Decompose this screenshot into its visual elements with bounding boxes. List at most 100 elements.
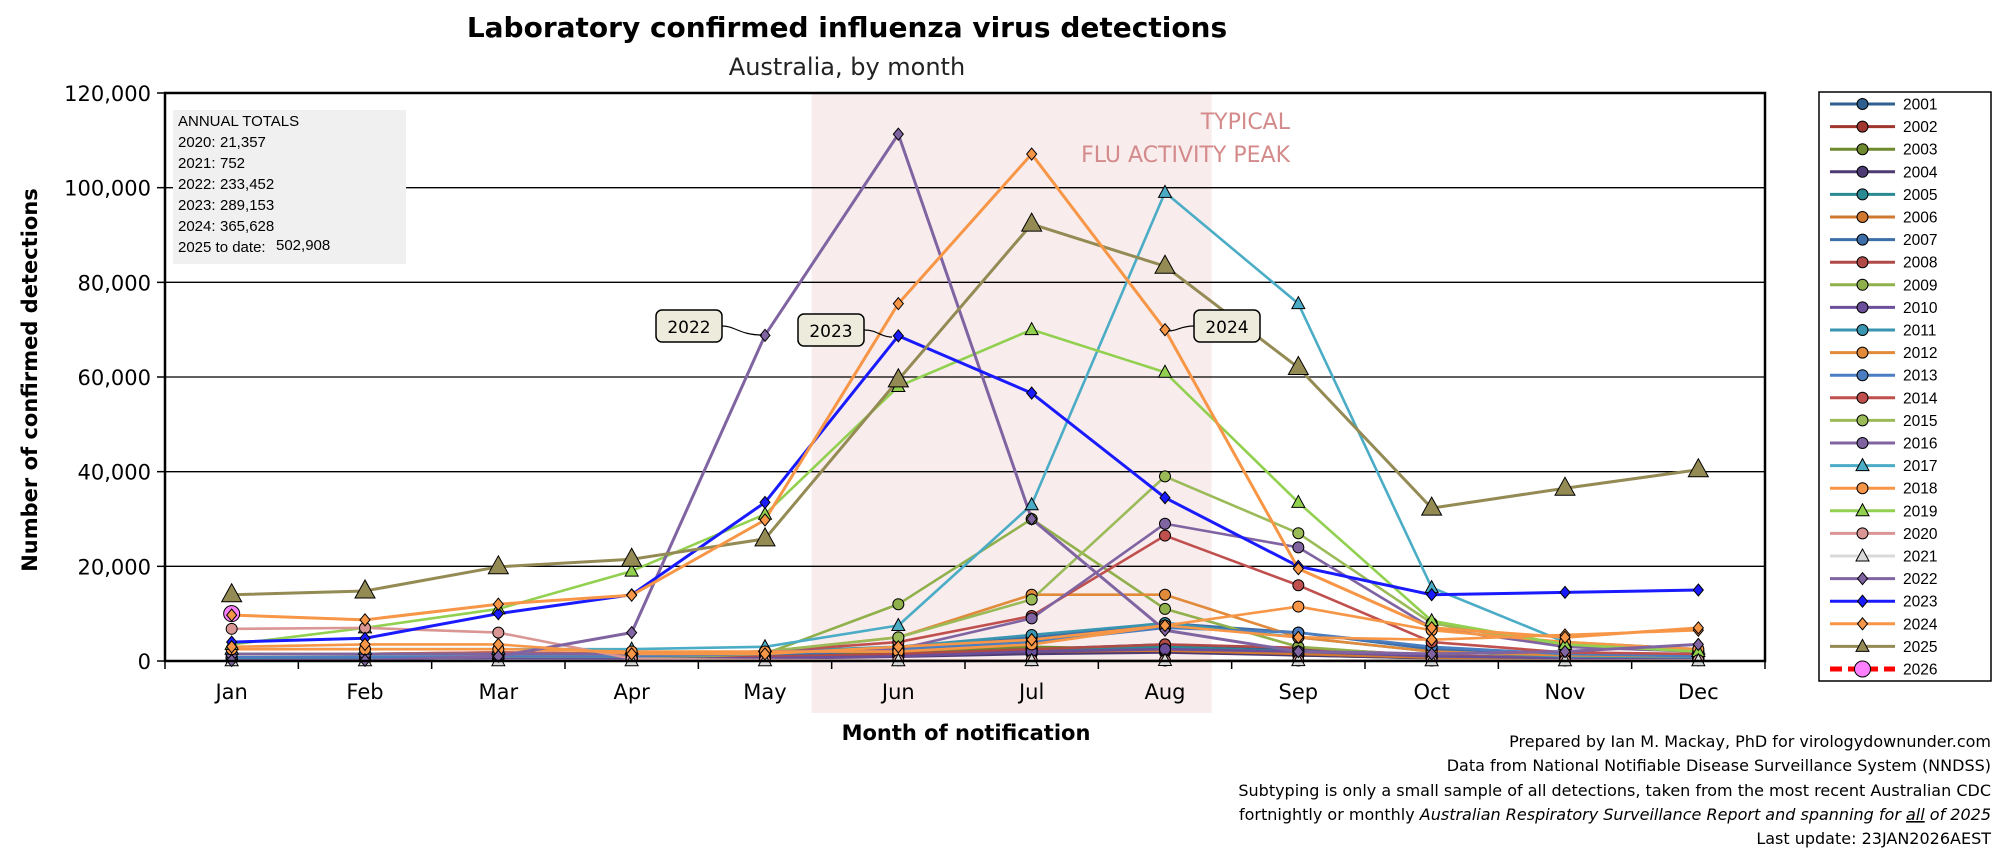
- data-point-2022: [626, 625, 638, 640]
- footer-subtyping-note: Subtyping is only a small sample of all …: [1238, 781, 1991, 800]
- x-axis-ticks: Jan Feb Mar Apr May Jun Jul Aug Sep Oct Nov Dec: [164, 661, 1766, 704]
- data-point-2023: [1559, 585, 1571, 600]
- legend-marker-2018: [1856, 482, 1869, 495]
- callout-2023-leader: [863, 329, 893, 338]
- gridlines: [165, 187, 1765, 567]
- legend-label-2023: 2023: [1903, 594, 1937, 611]
- totals-value-2025: 502,908: [276, 237, 330, 254]
- x-tick-label: Mar: [479, 680, 519, 704]
- x-tick-label: Apr: [613, 680, 650, 704]
- series-line-2019: [231, 328, 1699, 653]
- legend-marker-2010: [1856, 301, 1869, 314]
- legend-label-2017: 2017: [1903, 458, 1937, 475]
- data-point-2019: [624, 563, 640, 577]
- legend-marker-2001: [1856, 98, 1869, 110]
- callout-2024-leader: [1167, 325, 1195, 332]
- data-point-2024: [492, 637, 504, 652]
- data-point-2017: [890, 617, 906, 631]
- y-tick-label: 80,000: [78, 271, 151, 295]
- data-point-2019: [1024, 321, 1040, 336]
- x-tick-label: Oct: [1414, 680, 1450, 704]
- legend-label-2006: 2006: [1903, 210, 1937, 227]
- legend-label-2014: 2014: [1903, 390, 1938, 407]
- legend-marker-2002: [1856, 120, 1869, 133]
- data-point-2024-peak-season: [1426, 621, 1438, 635]
- data-point-2017: [1157, 184, 1173, 198]
- data-point-2024: [892, 640, 904, 654]
- data-point-2020: [492, 626, 505, 639]
- callout-2024: 2024: [1167, 309, 1261, 343]
- plot-frame: [163, 91, 1767, 663]
- data-point-2022: [1292, 644, 1304, 659]
- y-tick-label: 40,000: [78, 461, 151, 485]
- data-point-2024-peak-season: [1292, 561, 1304, 576]
- x-tick-label: Aug: [1144, 680, 1185, 704]
- legend-label-2011: 2011: [1903, 323, 1936, 340]
- totals-label-2020: 2020:: [178, 134, 216, 151]
- legend-marker-2014: [1856, 391, 1869, 404]
- data-point-2015: [1159, 470, 1171, 483]
- series-line-2010: [231, 647, 1699, 661]
- callout-2022-leader: [721, 325, 763, 336]
- annual-totals-background: [173, 110, 406, 264]
- legend-label-2010: 2010: [1903, 300, 1938, 317]
- legend-marker-2023: [1856, 594, 1869, 608]
- data-point-2012: [1159, 588, 1171, 601]
- data-point-2024-peak-season: [1026, 147, 1038, 161]
- legend-marker-2016: [1856, 437, 1869, 449]
- legend-label-2018: 2018: [1903, 481, 1937, 498]
- data-point-2015: [1292, 527, 1305, 540]
- data-point-2025: [1287, 355, 1310, 376]
- y-axis-ticks: 0 20,000 40,000 60,000 80,000 100,000 120,000: [64, 82, 165, 674]
- peak-label-line2: FLU ACTIVITY PEAK: [1081, 143, 1290, 168]
- legend-label-2020: 2020: [1903, 526, 1938, 543]
- data-point-2024-peak-season: [359, 613, 371, 627]
- data-point-2015: [1025, 593, 1038, 606]
- series-line-2018: [231, 605, 1699, 653]
- legend-label-2002: 2002: [1903, 119, 1937, 136]
- data-point-2024-peak-season: [759, 513, 771, 527]
- data-point-2024: [1292, 630, 1304, 645]
- peak-label-line1: TYPICAL: [1200, 110, 1291, 135]
- data-point-2022: [1026, 512, 1038, 526]
- annual-totals-box: ANNUAL TOTALS 2020: 21,357 2021: 752 202…: [173, 110, 406, 264]
- callout-2022-label: 2022: [667, 318, 710, 338]
- totals-value-2020: 21,357: [220, 134, 266, 151]
- data-point-2022: [892, 127, 904, 141]
- legend: 2001 2002 2003 2004 2005 2006 2007 2008 2009 2010…: [1830, 97, 1938, 679]
- totals-value-2022: 233,452: [220, 176, 274, 193]
- data-point-2014: [1159, 529, 1171, 542]
- data-point-2024: [1026, 632, 1038, 647]
- data-point-2025: [1020, 212, 1043, 232]
- legend-label-2024: 2024: [1903, 616, 1938, 633]
- data-point-2025: [754, 526, 776, 547]
- footer-report-note: fortnightly or monthly Australian Respir…: [1239, 805, 1991, 824]
- legend-marker-2015: [1856, 414, 1869, 427]
- footer-credit: Prepared by Ian M. Mackay, PhD for virol…: [1509, 732, 1991, 751]
- footer-last-update: Last update: 23JAN2026AEST: [1756, 829, 1991, 848]
- legend-marker-2009: [1856, 278, 1869, 291]
- totals-label-2021: 2021:: [178, 155, 216, 172]
- legend-label-2001: 2001: [1903, 97, 1937, 114]
- series-line-2025: [231, 222, 1699, 597]
- legend-label-2022: 2022: [1903, 571, 1937, 588]
- x-tick-label: Jul: [1017, 680, 1044, 704]
- data-point-2021: [1024, 652, 1040, 667]
- legend-marker-2007: [1856, 233, 1869, 246]
- x-tick-label: Jan: [213, 680, 247, 704]
- y-tick-label: 100,000: [64, 177, 151, 201]
- legend-marker-2026: [1854, 660, 1871, 678]
- data-point-2019: [1290, 494, 1306, 508]
- legend-marker-2017: [1855, 457, 1870, 472]
- data-point-2023: [1692, 583, 1704, 597]
- data-point-2025: [487, 554, 510, 575]
- legend-label-2025: 2025: [1903, 639, 1937, 656]
- chart-subtitle: Australia, by month: [729, 53, 965, 81]
- series-line-2024: [231, 624, 1699, 656]
- legend-marker-2025: [1855, 638, 1870, 652]
- x-tick-label: May: [743, 680, 786, 704]
- data-point-2016: [1159, 517, 1171, 530]
- legend-marker-2021: [1855, 547, 1870, 562]
- callout-2023: 2023: [797, 313, 893, 347]
